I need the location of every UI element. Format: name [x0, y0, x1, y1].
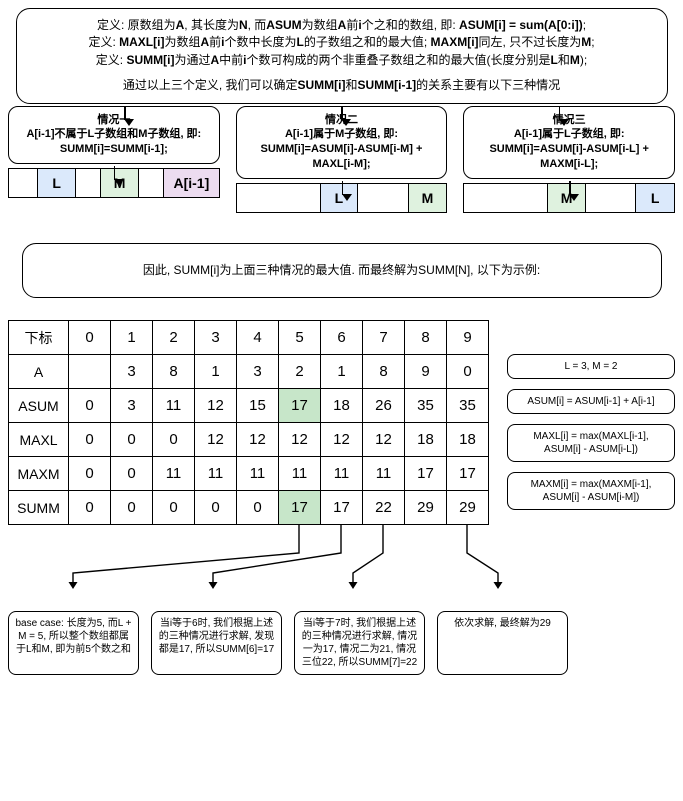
case-1-node: 情况一A[i-1]不属于L子数组和M子数组, 即:SUMM[i]=SUMM[i-… [8, 106, 220, 165]
note-3: 当i等于7时, 我们根据上述的三种情况进行求解, 情况一为17, 情况二为21,… [294, 611, 425, 675]
side-formulas: L = 3, M = 2 ASUM[i] = ASUM[i-1] + A[i-1… [507, 354, 675, 510]
def-line4: 通过以上三个定义, 我们可以确定SUMM[i]和SUMM[i-1]的关系主要有以… [29, 77, 655, 94]
notes-area: base case: 长度为5, 而L + M = 5, 所以整个数组都属于L和… [8, 525, 675, 675]
notes-row: base case: 长度为5, 而L + M = 5, 所以整个数组都属于L和… [8, 611, 568, 675]
case-3: 情况三A[i-1]属于L子数组, 即:SUMM[i]=ASUM[i]-ASUM[… [463, 106, 675, 213]
def-line3: 定义: SUMM[i]为通过A中前i个数可构成的两个非重叠子数组之和的最大值(长… [29, 52, 655, 69]
note-4: 依次求解, 最终解为29 [437, 611, 568, 675]
def-line2: 定义: MAXL[i]为数组A前i个数中长度为L的子数组之和的最大值; MAXM… [29, 34, 655, 51]
note-1: base case: 长度为5, 而L + M = 5, 所以整个数组都属于L和… [8, 611, 139, 675]
case-1: 情况一A[i-1]不属于L子数组和M子数组, 即:SUMM[i]=SUMM[i-… [8, 106, 220, 213]
side-asum: ASUM[i] = ASUM[i-1] + A[i-1] [507, 389, 675, 414]
case-3-node: 情况三A[i-1]属于L子数组, 即:SUMM[i]=ASUM[i]-ASUM[… [463, 106, 675, 179]
side-params: L = 3, M = 2 [507, 354, 675, 379]
side-maxm: MAXM[i] = max(MAXM[i-1], ASUM[i] - ASUM[… [507, 472, 675, 510]
mid-summary-node: 因此, SUMM[i]为上面三种情况的最大值. 而最终解为SUMM[N], 以下… [22, 243, 662, 298]
def-line1: 定义: 原数组为A, 其长度为N, 而ASUM为数组A前i个之和的数组, 即: … [29, 17, 655, 34]
definitions-node: 定义: 原数组为A, 其长度为N, 而ASUM为数组A前i个之和的数组, 即: … [16, 8, 668, 104]
note-2: 当i等于6时, 我们根据上述的三种情况进行求解, 发现都是17, 所以SUMM[… [151, 611, 282, 675]
side-maxl: MAXL[i] = max(MAXL[i-1], ASUM[i] - ASUM[… [507, 424, 675, 462]
example-table: 下标0123456789A381321890ASUM03111215171826… [8, 320, 489, 525]
mid-text: 因此, SUMM[i]为上面三种情况的最大值. 而最终解为SUMM[N], 以下… [143, 263, 540, 277]
